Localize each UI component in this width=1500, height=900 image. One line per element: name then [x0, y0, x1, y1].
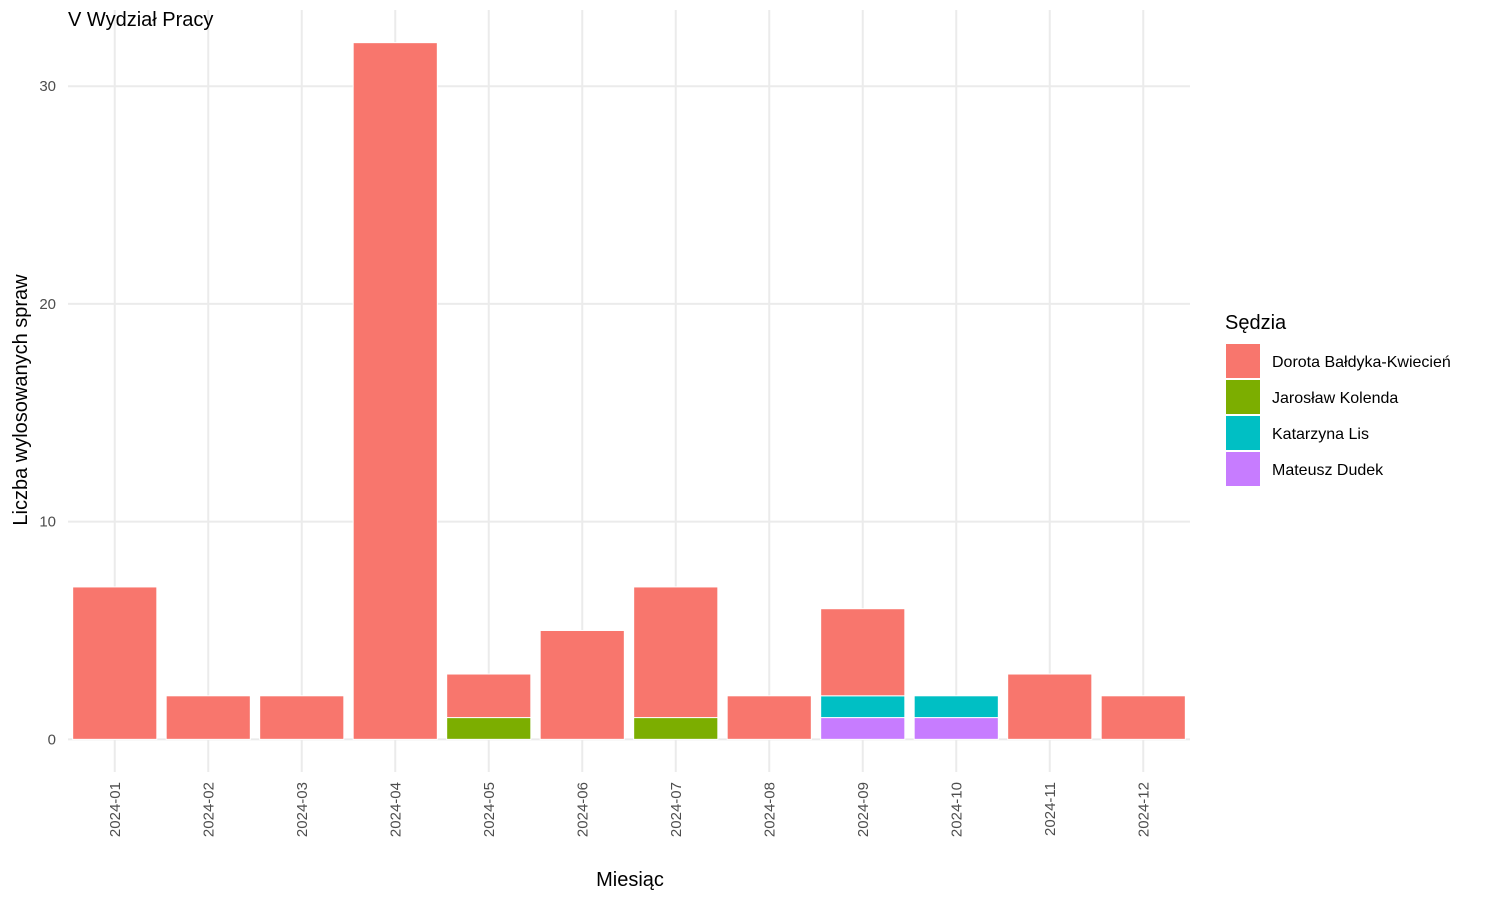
y-tick-label: 10 [39, 514, 56, 531]
bar-segment [539, 629, 625, 740]
x-tick-label: 2024-03 [294, 782, 311, 837]
x-tick-label: 2024-06 [574, 782, 591, 837]
legend-label: Dorota Bałdyka-Kwiecień [1272, 354, 1451, 371]
x-tick-label: 2024-09 [855, 782, 872, 837]
bar-segment [446, 673, 532, 719]
grid [68, 10, 1190, 772]
bar-segment [913, 717, 999, 740]
x-axis-ticks: 2024-01 2024-02 2024-03 2024-04 2024-05 2024-… [107, 782, 1153, 837]
legend-swatch [1226, 344, 1260, 378]
legend-label: Jarosław Kolenda [1272, 390, 1398, 407]
legend-label: Katarzyna Lis [1272, 426, 1369, 443]
bar-segment [165, 695, 251, 740]
x-tick-label: 2024-04 [387, 782, 404, 837]
x-tick-label: 2024-07 [668, 782, 685, 837]
bar-segment [259, 695, 345, 740]
bar-segment [633, 717, 719, 740]
x-tick-label: 2024-01 [107, 782, 124, 837]
legend-swatch [1226, 380, 1260, 414]
bar-segment [820, 608, 906, 697]
bar-segment [633, 586, 719, 719]
legend-swatch [1226, 452, 1260, 486]
x-tick-label: 2024-08 [761, 782, 778, 837]
x-tick-label: 2024-12 [1135, 782, 1152, 837]
legend-swatch [1226, 416, 1260, 450]
legend-title: Sędzia [1225, 312, 1287, 334]
bar-segment [1100, 695, 1186, 740]
bar-segment [820, 717, 906, 740]
y-tick-label: 0 [48, 731, 56, 748]
y-axis-title: Liczba wylosowanych spraw [10, 274, 32, 526]
legend: Sędzia Dorota Bałdyka-Kwiecień Jarosław K… [1225, 312, 1451, 486]
y-axis-ticks: 0 10 20 30 [39, 78, 56, 748]
legend-label: Mateusz Dudek [1272, 462, 1384, 479]
bar-segment [913, 695, 999, 719]
y-tick-label: 30 [39, 78, 56, 95]
bars [72, 42, 1186, 740]
y-tick-label: 20 [39, 296, 56, 313]
x-tick-label: 2024-11 [1042, 782, 1059, 836]
x-tick-label: 2024-02 [200, 782, 217, 837]
bar-segment [72, 586, 158, 740]
bar-segment [820, 695, 906, 719]
chart-title: V Wydział Pracy [68, 9, 213, 31]
bar-segment [726, 695, 812, 740]
x-tick-label: 2024-10 [948, 782, 965, 837]
bar-segment [446, 717, 532, 740]
x-tick-label: 2024-05 [481, 782, 498, 837]
x-axis-title: Miesiąc [596, 869, 664, 891]
bar-segment [352, 42, 438, 740]
bar-segment [1007, 673, 1093, 740]
